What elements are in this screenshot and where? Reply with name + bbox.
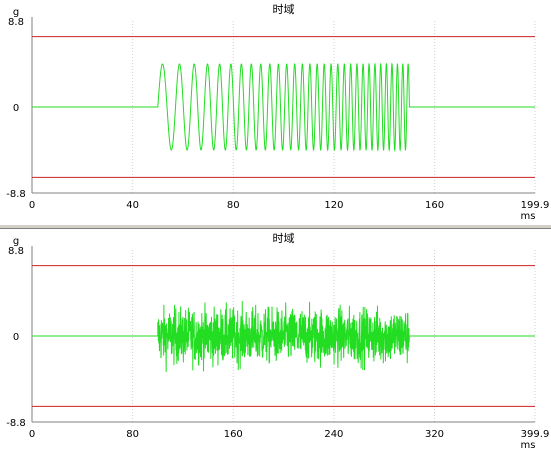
x-axis-unit: ms xyxy=(521,440,536,451)
x-tick-label: 160 xyxy=(425,200,444,211)
x-tick-label: 0 xyxy=(29,200,35,211)
chart-title: 时域 xyxy=(273,232,295,245)
panel-splitter[interactable] xyxy=(0,224,551,229)
y-axis-unit: g xyxy=(13,236,19,247)
y-tick-label: -8.8 xyxy=(6,189,26,200)
x-tick-label: 0 xyxy=(29,429,35,440)
signal-series-line xyxy=(32,300,535,372)
chart-title: 时域 xyxy=(273,3,295,16)
x-tick-label: 320 xyxy=(425,429,444,440)
time-domain-chart-bottom: 时域 g 8.8 0 -8.8 0 80 160 240 320 399.9 ms xyxy=(0,229,551,453)
x-axis-unit: ms xyxy=(521,211,536,222)
x-tick-label: 80 xyxy=(126,429,139,440)
y-tick-label: 8.8 xyxy=(8,246,24,257)
y-axis-unit: g xyxy=(13,7,19,18)
x-tick-label: 160 xyxy=(224,429,243,440)
x-tick-label: 399.9 xyxy=(521,429,550,440)
x-tick-label: 240 xyxy=(324,429,343,440)
x-tick-label: 80 xyxy=(227,200,240,211)
x-tick-label: 120 xyxy=(324,200,343,211)
x-tick-label: 40 xyxy=(126,200,139,211)
signal-series-line xyxy=(32,62,535,152)
y-tick-label: 0 xyxy=(13,103,19,114)
time-domain-chart-top: 时域 g 8.8 0 -8.8 0 40 80 120 160 199.9 ms xyxy=(0,0,551,224)
y-tick-label: 0 xyxy=(13,332,19,343)
y-tick-label: -8.8 xyxy=(6,418,26,429)
y-tick-label: 8.8 xyxy=(8,17,24,28)
x-tick-label: 199.9 xyxy=(521,200,550,211)
